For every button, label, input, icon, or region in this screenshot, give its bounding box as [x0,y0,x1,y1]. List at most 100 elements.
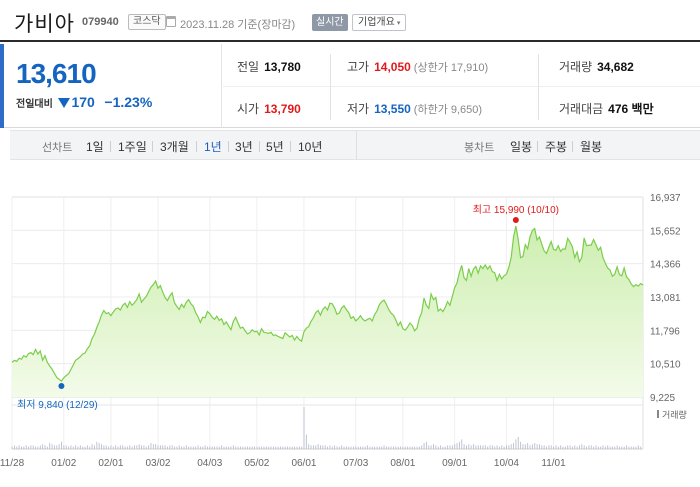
volume-bar [428,445,430,449]
volume-bar [515,439,517,449]
volume-bar [503,446,505,449]
candle-weekly[interactable]: 주봉 [545,140,568,154]
volume-bar [136,445,138,449]
volume-bar [303,407,305,449]
volume-bar [442,446,444,449]
volume-bar [383,445,385,449]
volume-bar [61,441,62,449]
volume-label: 거래량 [662,409,687,420]
volume-bar [166,446,168,449]
volume-bar [124,446,126,449]
volume-bar [567,445,569,449]
realtime-button[interactable]: 실시간 [312,14,348,31]
stat-sub: (하한가 9,650) [413,104,483,116]
stat-value: 13,780 [264,60,301,74]
volume-bar [411,446,413,449]
volume-bar [122,445,124,449]
period-10y[interactable]: 10년 [298,140,323,154]
volume-bar [633,446,635,449]
volume-bar [192,446,194,449]
volume-bar [425,441,427,449]
candle-daily[interactable]: 일봉 [510,140,533,154]
volume-bar [247,446,248,449]
volume-bar [416,446,418,449]
volume-bar [546,446,547,449]
volume-bar [28,446,29,449]
volume-bar [143,445,145,449]
volume-bar [265,446,267,449]
volume-bar [294,446,296,449]
period-3y[interactable]: 3년 [235,140,253,154]
company-overview-button[interactable]: 기업개요 ▾ [352,14,407,31]
volume-bar [199,446,201,449]
volume-legend-icon [657,410,659,418]
x-tick-label: 07/03 [343,458,368,469]
volume-bar [225,446,227,449]
volume-bar [263,446,265,449]
volume-bar [604,446,606,449]
period-1w[interactable]: 1주일 [118,140,147,154]
volume-bar [148,445,150,449]
volume-bar [75,445,77,449]
low-annotation: 최저 9,840 (12/29) [17,399,98,411]
volume-bar [25,445,27,449]
volume-bar [16,446,18,449]
volume-bar [390,446,392,449]
volume-bar [282,446,284,449]
period-5y[interactable]: 5년 [266,140,284,154]
company-overview-label: 기업개요 [358,17,395,28]
volume-bar [320,445,321,449]
volume-bar [348,446,350,449]
volume-bar [529,445,531,449]
volume-bar [86,445,88,449]
volume-bar [494,446,496,449]
volume-bar [534,443,536,449]
volume-bar [65,445,67,449]
price-chart: 16,937 15,652 14,366 13,081 11,796 10,510 9,22… [0,193,687,469]
stat-value: 476 백만 [608,102,654,116]
period-divider [196,141,197,152]
volume-bar [583,445,585,449]
x-axis: 11/28 01/02 02/01 03/02 04/03 05/02 06/01 07/03… [0,458,566,469]
volume-bar [357,446,359,449]
period-3m[interactable]: 3개월 [160,140,189,154]
volume-bar [527,443,529,449]
volume-bar [614,446,616,449]
volume-bar [37,446,39,449]
volume-bar [237,446,239,449]
volume-bar [343,446,345,449]
volume-bar [117,446,119,449]
stat-label: 전일 [237,60,260,74]
volume-bar [562,446,564,449]
stat-value: 13,550 [374,102,411,116]
volume-bar [508,445,510,449]
volume-bar [152,444,154,449]
candle-monthly[interactable]: 월봉 [580,140,603,154]
volume-bar [590,445,592,449]
volume-bar [115,445,117,449]
volume-bar [466,445,467,449]
volume-bar [367,445,369,449]
change-percent: −1.23% [104,94,153,110]
volume-bar [378,446,380,449]
y-tick-label: 10,510 [650,360,681,371]
volume-bar [520,441,522,449]
volume-bar [362,446,364,449]
stat-high: 고가 14,050 (상한가 17,910) [347,58,488,75]
period-divider [537,141,538,152]
volume-bar [275,446,277,449]
stock-name: 가비아 [14,13,75,36]
stat-label: 저가 [347,102,370,116]
price-area [12,225,643,397]
period-1d[interactable]: 1일 [86,140,104,154]
volume-bar [564,446,566,449]
volume-bar [261,446,263,449]
volume-bar [640,446,642,449]
volume-bar [498,446,500,449]
volume-bar [338,446,340,449]
volume-bar [242,446,244,449]
volume-bar [91,444,93,449]
volume-bar [145,446,147,449]
period-1y[interactable]: 1년 [204,140,222,154]
volume-bar [32,445,34,449]
